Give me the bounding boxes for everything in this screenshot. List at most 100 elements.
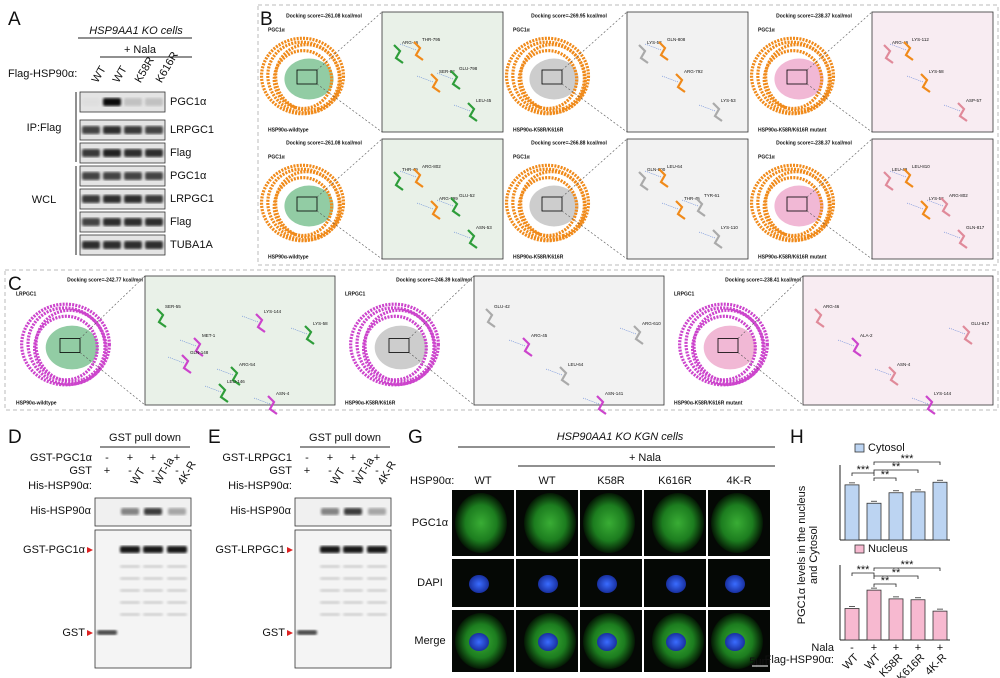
residue-label: ARG-46 [823, 304, 840, 309]
significance: ** [881, 469, 890, 481]
residue-label: LEU-48 [892, 167, 908, 172]
residue-label: GLU-52 [459, 193, 475, 198]
blot-label: GST-LRPGC1 [215, 544, 285, 556]
title: GST pull down [109, 432, 181, 444]
residue-stick [450, 197, 461, 217]
residue-stick [925, 395, 936, 415]
selection [296, 69, 318, 85]
rule [906, 75, 924, 83]
rule [416, 202, 434, 210]
ligand-label: LRPGC1 [16, 291, 37, 297]
significance-bracket [851, 472, 875, 476]
band [124, 172, 142, 180]
band [143, 565, 163, 568]
panel-label: B [260, 9, 273, 30]
blot [79, 234, 166, 256]
cell-signal [583, 493, 635, 553]
residue-stick [267, 395, 278, 415]
selection [388, 338, 410, 353]
ligand-chain [511, 40, 587, 115]
band [82, 172, 100, 180]
ligand-label: PGC1α [268, 27, 286, 33]
rule [561, 83, 628, 133]
residue-stick [485, 308, 496, 328]
band [82, 218, 100, 226]
significance-bracket [873, 567, 941, 571]
bar [844, 608, 860, 641]
rule [436, 72, 454, 80]
blot-label: GST [62, 627, 85, 639]
legend-swatch [854, 544, 865, 554]
receptor-label: HSP90α-K58R/K616R [345, 400, 396, 406]
band [120, 577, 140, 580]
docking-score: Docking score=-238.37 kcal/mol [776, 13, 852, 19]
residue-label: ARG-792 [684, 69, 703, 74]
label: + Nala [629, 452, 662, 464]
blot-label: GST-PGC1α [23, 544, 86, 556]
sign: - [175, 465, 179, 477]
arrow [87, 547, 93, 553]
cell-signal [455, 493, 507, 553]
receptor-surface [374, 325, 428, 370]
selection [541, 196, 563, 212]
ligand-label: LRPGC1 [345, 291, 366, 297]
receptor-surface [45, 325, 99, 370]
row-label: GST [69, 465, 92, 477]
receptor-surface [774, 185, 824, 227]
bar [866, 589, 882, 641]
nucleus [725, 575, 745, 593]
residue-stick [920, 200, 931, 220]
residue-label: ARG-54 [239, 362, 256, 367]
zoom-box [871, 138, 994, 260]
band [120, 546, 140, 553]
rule [179, 339, 197, 347]
lane-label: K58R [597, 475, 625, 487]
ligand-label: PGC1α [513, 154, 531, 160]
label: + Nala [124, 44, 157, 56]
ligand-chain [678, 302, 769, 387]
ligand-chain [272, 49, 334, 111]
band [367, 589, 387, 592]
residue-label: SER-55 [165, 304, 181, 309]
residue-label: LEU-810 [912, 164, 930, 169]
band [143, 546, 163, 553]
ligand-chain [361, 314, 428, 382]
band [167, 589, 187, 592]
row-label: GST-PGC1α [30, 452, 93, 464]
row-label: PGC1α [412, 517, 449, 529]
significance: ** [892, 567, 901, 579]
ligand-label: PGC1α [758, 154, 776, 160]
selection [296, 196, 318, 212]
receptor-label: HSP90α-K58R/K616R mutant [758, 127, 827, 133]
blot-label: PGC1α [170, 96, 207, 108]
receptor-label: HSP90α-K58R/K616R [513, 254, 564, 260]
receptor-label: HSP90α-K58R/K616R mutant [758, 254, 827, 260]
rule [806, 11, 873, 71]
panel-label: E [208, 427, 221, 448]
residue-stick [903, 41, 914, 61]
residue-label: ASN-53 [476, 225, 492, 230]
sign: - [375, 465, 379, 477]
ligand-chain [692, 308, 765, 384]
residue-label: LEU-146 [227, 379, 245, 384]
residue-stick [181, 354, 192, 374]
band [367, 601, 387, 604]
rule [926, 199, 944, 207]
sign: - [351, 465, 355, 477]
rule [698, 231, 716, 239]
rule [644, 43, 662, 51]
residue-label: LYS-112 [912, 37, 929, 42]
rule [582, 397, 600, 405]
residue-stick [638, 44, 649, 64]
sign: + [893, 642, 899, 654]
band [143, 577, 163, 580]
residue-label: ARG-46 [402, 40, 419, 45]
significance: ** [881, 575, 890, 587]
ligand-chain [519, 169, 586, 239]
sign: - [128, 465, 132, 477]
blot [79, 165, 166, 187]
ligand-label: PGC1α [513, 27, 531, 33]
residue-stick [522, 337, 533, 357]
rule [943, 231, 961, 239]
docking-score: Docking score=-238.37 kcal/mol [776, 140, 852, 146]
